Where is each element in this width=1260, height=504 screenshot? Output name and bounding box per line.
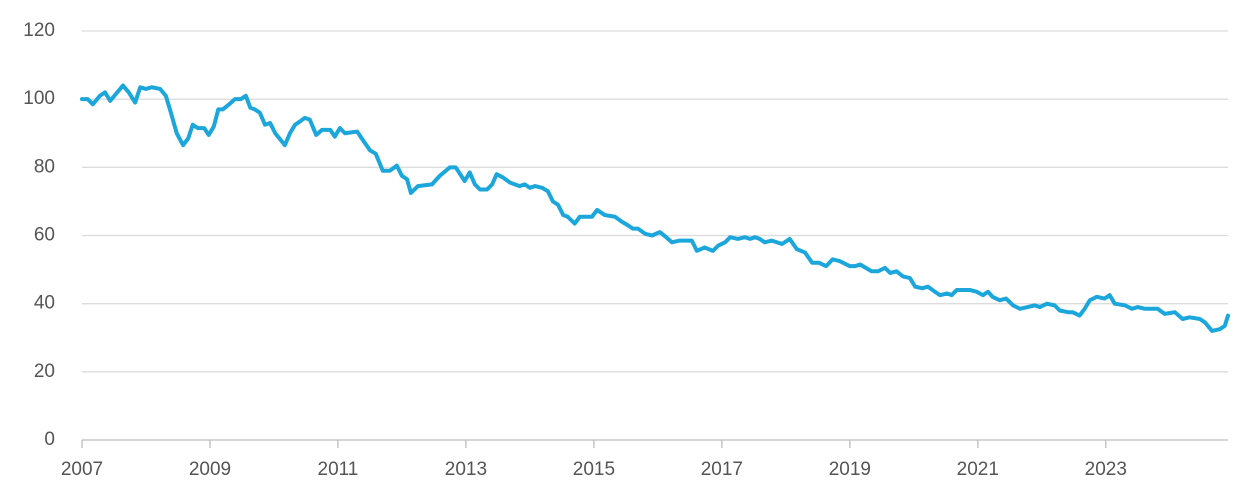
y-tick-label: 60 xyxy=(34,225,55,246)
y-tick-label: 40 xyxy=(34,293,55,314)
y-tick-label: 100 xyxy=(23,88,55,109)
y-tick-label: 80 xyxy=(34,156,55,177)
x-tick-label: 2017 xyxy=(701,459,743,480)
x-tick-label: 2015 xyxy=(573,459,615,480)
x-tick-label: 2019 xyxy=(829,459,871,480)
x-tick-label: 2009 xyxy=(189,459,231,480)
y-tick-label: 120 xyxy=(23,20,55,41)
y-tick-label: 20 xyxy=(34,361,55,382)
data-line xyxy=(80,83,1230,333)
y-tick-label: 0 xyxy=(44,429,55,450)
x-tick-label: 2023 xyxy=(1085,459,1127,480)
x-tick-label: 2013 xyxy=(445,459,487,480)
x-tick-label: 2007 xyxy=(61,459,103,480)
x-tick-label: 2011 xyxy=(318,459,359,480)
x-tick-label: 2021 xyxy=(957,459,999,480)
